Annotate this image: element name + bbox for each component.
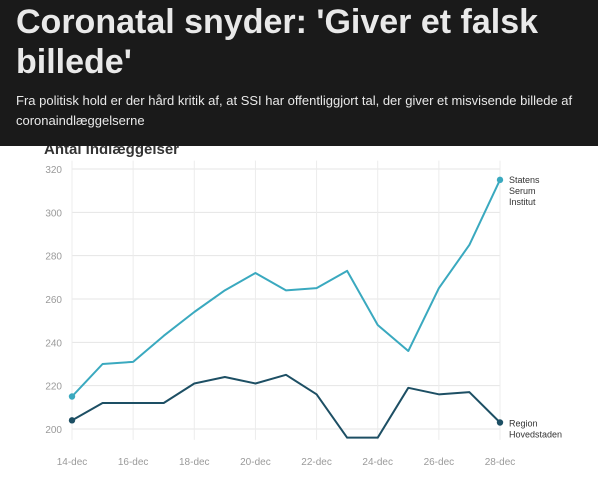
- x-tick-label: 24-dec: [362, 457, 393, 468]
- article-subheadline: Fra politisk hold er der hård kritik af,…: [16, 93, 573, 128]
- series-point: [68, 417, 76, 424]
- y-tick-label: 200: [45, 425, 62, 436]
- y-tick-label: 240: [45, 338, 62, 349]
- y-tick-label: 260: [45, 295, 62, 306]
- x-tick-label: 22-dec: [301, 457, 332, 468]
- x-tick-label: 20-dec: [240, 457, 271, 468]
- y-tick-label: 280: [45, 252, 62, 263]
- x-tick-label: 28-dec: [485, 457, 516, 468]
- x-tick-label: 16-dec: [118, 457, 149, 468]
- article-headline: Coronatal snyder: 'Giver et falsk billed…: [16, 3, 539, 81]
- series-label-line: Institut: [509, 197, 536, 207]
- series-label: Region Hovedstaden: [509, 419, 562, 440]
- series-line: [71, 179, 501, 398]
- series-point: [496, 419, 504, 426]
- series-label-line: Statens: [509, 175, 540, 185]
- series-point: [68, 393, 76, 400]
- series-label-line: Serum: [509, 186, 536, 196]
- x-tick-label: 18-dec: [179, 457, 210, 468]
- series-label: Statens Serum Institut: [509, 175, 540, 207]
- x-tick-label: 14-dec: [57, 457, 88, 468]
- series-label-line: Region: [509, 419, 538, 429]
- y-tick-label: 300: [45, 208, 62, 219]
- series-line: [71, 373, 501, 439]
- y-tick-label: 320: [45, 165, 62, 176]
- series-label-line: Hovedstaden: [509, 430, 562, 440]
- y-tick-label: 220: [45, 382, 62, 393]
- x-tick-label: 26-dec: [424, 457, 455, 468]
- article-header: Coronatal snyder: 'Giver et falsk billed…: [0, 0, 598, 146]
- series-point: [496, 176, 504, 184]
